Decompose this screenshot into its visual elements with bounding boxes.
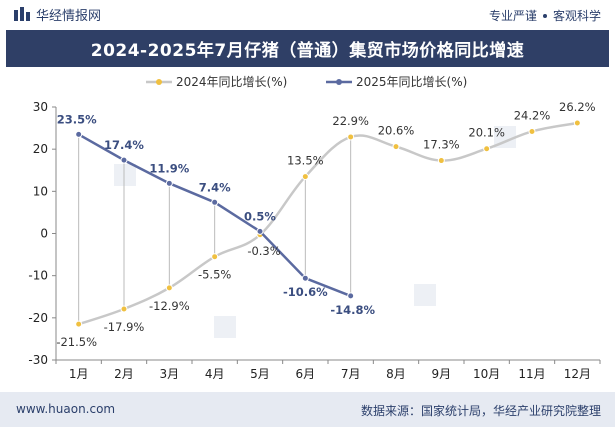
series-2025-data-label: -10.6%	[283, 285, 328, 299]
series-2025-data-label: 23.5%	[57, 112, 97, 126]
series-2024-data-label: 17.3%	[423, 138, 460, 152]
data-source: 数据来源：国家统计局，华经产业研究院整理	[360, 404, 601, 418]
series-2025-data-label: 7.4%	[199, 180, 231, 194]
x-tick-label: 11月	[518, 367, 545, 381]
series-2025-point	[75, 130, 83, 138]
series-2024-point	[120, 305, 128, 313]
brand-logo-icon	[14, 7, 30, 21]
legend-2025-label: 2025年同比增长(%)	[356, 75, 467, 89]
series-2025-point	[120, 156, 128, 164]
x-tick-label: 4月	[205, 367, 225, 381]
series-2024-data-label: 22.9%	[332, 114, 369, 128]
series-2025-point	[211, 198, 219, 206]
series-2024-data-label: 20.1%	[468, 126, 505, 140]
series-2024-point	[437, 157, 445, 165]
title-bar: 2024-2025年7月仔猪（普通）集贸市场价格同比增速	[6, 30, 609, 67]
y-tick-label: 30	[33, 100, 48, 114]
tag-professional: 专业严谨	[488, 9, 537, 23]
header-tags: 专业严谨 客观科学	[489, 7, 601, 24]
tag-separator-dot	[542, 13, 547, 18]
series-2025-point	[301, 274, 309, 282]
series-2024-point	[165, 284, 173, 292]
footer-url[interactable]: www.huaon.com	[16, 402, 116, 416]
series-2024-data-label: -17.9%	[104, 320, 145, 334]
y-tick-label: 20	[33, 142, 48, 156]
series-2024-point	[211, 253, 219, 261]
legend-2024-marker	[156, 79, 162, 85]
series-2025-data-label: 17.4%	[104, 138, 144, 152]
series-2024-point	[528, 127, 536, 135]
x-tick-label: 2月	[114, 367, 134, 381]
x-tick-label: 12月	[564, 367, 591, 381]
legend-2025-marker	[336, 79, 342, 85]
top-bar: 华经情报网 专业严谨 客观科学	[0, 0, 615, 28]
watermark-logo-icon	[214, 316, 236, 338]
x-tick-label: 6月	[296, 367, 316, 381]
x-tick-label: 5月	[250, 367, 270, 381]
y-tick-label: 0	[40, 227, 48, 241]
series-2024-point	[301, 173, 309, 181]
series-2024-point	[75, 320, 83, 328]
x-tick-label: 8月	[386, 367, 406, 381]
chart-axes: 30 20 10 0 -10 -20 -30 1月 2月 3月 4月 5月 6月 7月 8月 9月 10月 11月…	[28, 100, 601, 381]
line-chart: 30 20 10 0 -10 -20 -30 1月 2月 3月 4月 5月 6月 7月 8月 9月 10月 11月…	[28, 75, 601, 381]
series-2024-data-label: -0.3%	[247, 244, 280, 258]
series-2025-data-label: 11.9%	[149, 161, 189, 175]
series-2025-data-label: 0.5%	[244, 209, 276, 223]
series-2024-data-label: 26.2%	[559, 100, 596, 114]
legend-2024-label: 2024年同比增长(%)	[176, 75, 287, 89]
series-2025-data-label: -14.8%	[330, 303, 375, 317]
y-tick-label: -20	[28, 311, 48, 325]
series-2025-point	[165, 179, 173, 187]
brand-name: 华经情报网	[36, 8, 102, 24]
chart-legend: 2024年同比增长(%) 2025年同比增长(%)	[146, 75, 467, 89]
x-tick-label: 9月	[432, 367, 452, 381]
x-tick-label: 3月	[160, 367, 180, 381]
series-2024-point	[347, 133, 355, 141]
watermark-logo-icon	[494, 126, 516, 148]
series-2024-data-label: -21.5%	[56, 335, 97, 349]
watermark-logo-icon	[414, 284, 436, 306]
tag-objective: 客观科学	[552, 9, 601, 23]
series-2024-line	[78, 121, 578, 326]
y-tick-label: -10	[28, 269, 48, 283]
series-2024-point	[573, 119, 581, 127]
series-2024-data-label: -5.5%	[198, 268, 231, 282]
x-tick-label: 7月	[341, 367, 361, 381]
y-tick-label: -30	[28, 353, 48, 367]
watermarks	[114, 126, 516, 338]
x-tick-label: 1月	[69, 367, 89, 381]
x-tick-label: 10月	[473, 367, 500, 381]
series-2024-data-label: 20.6%	[378, 124, 415, 138]
series-2025-point	[347, 292, 355, 300]
chart-title: 2024-2025年7月仔猪（普通）集贸市场价格同比增速	[90, 41, 525, 61]
series-2024-point	[483, 145, 491, 153]
watermark-logo-icon	[114, 164, 136, 186]
series-2024-data-label: -12.9%	[149, 299, 190, 313]
footer-bar: www.huaon.com 数据来源：国家统计局，华经产业研究院整理	[0, 392, 615, 427]
data-labels: -21.5% -17.9% -12.9% -5.5% -0.3% 13.5% 22.9% 20…	[56, 100, 595, 349]
series-2024-data-label: 13.5%	[287, 154, 324, 168]
y-tick-label: 10	[33, 184, 48, 198]
series-2024-data-label: 24.2%	[514, 108, 551, 122]
brand[interactable]: 华经情报网	[14, 6, 102, 24]
series-2024-point	[392, 143, 400, 151]
series-layer	[75, 119, 581, 328]
series-2025-point	[256, 227, 264, 235]
